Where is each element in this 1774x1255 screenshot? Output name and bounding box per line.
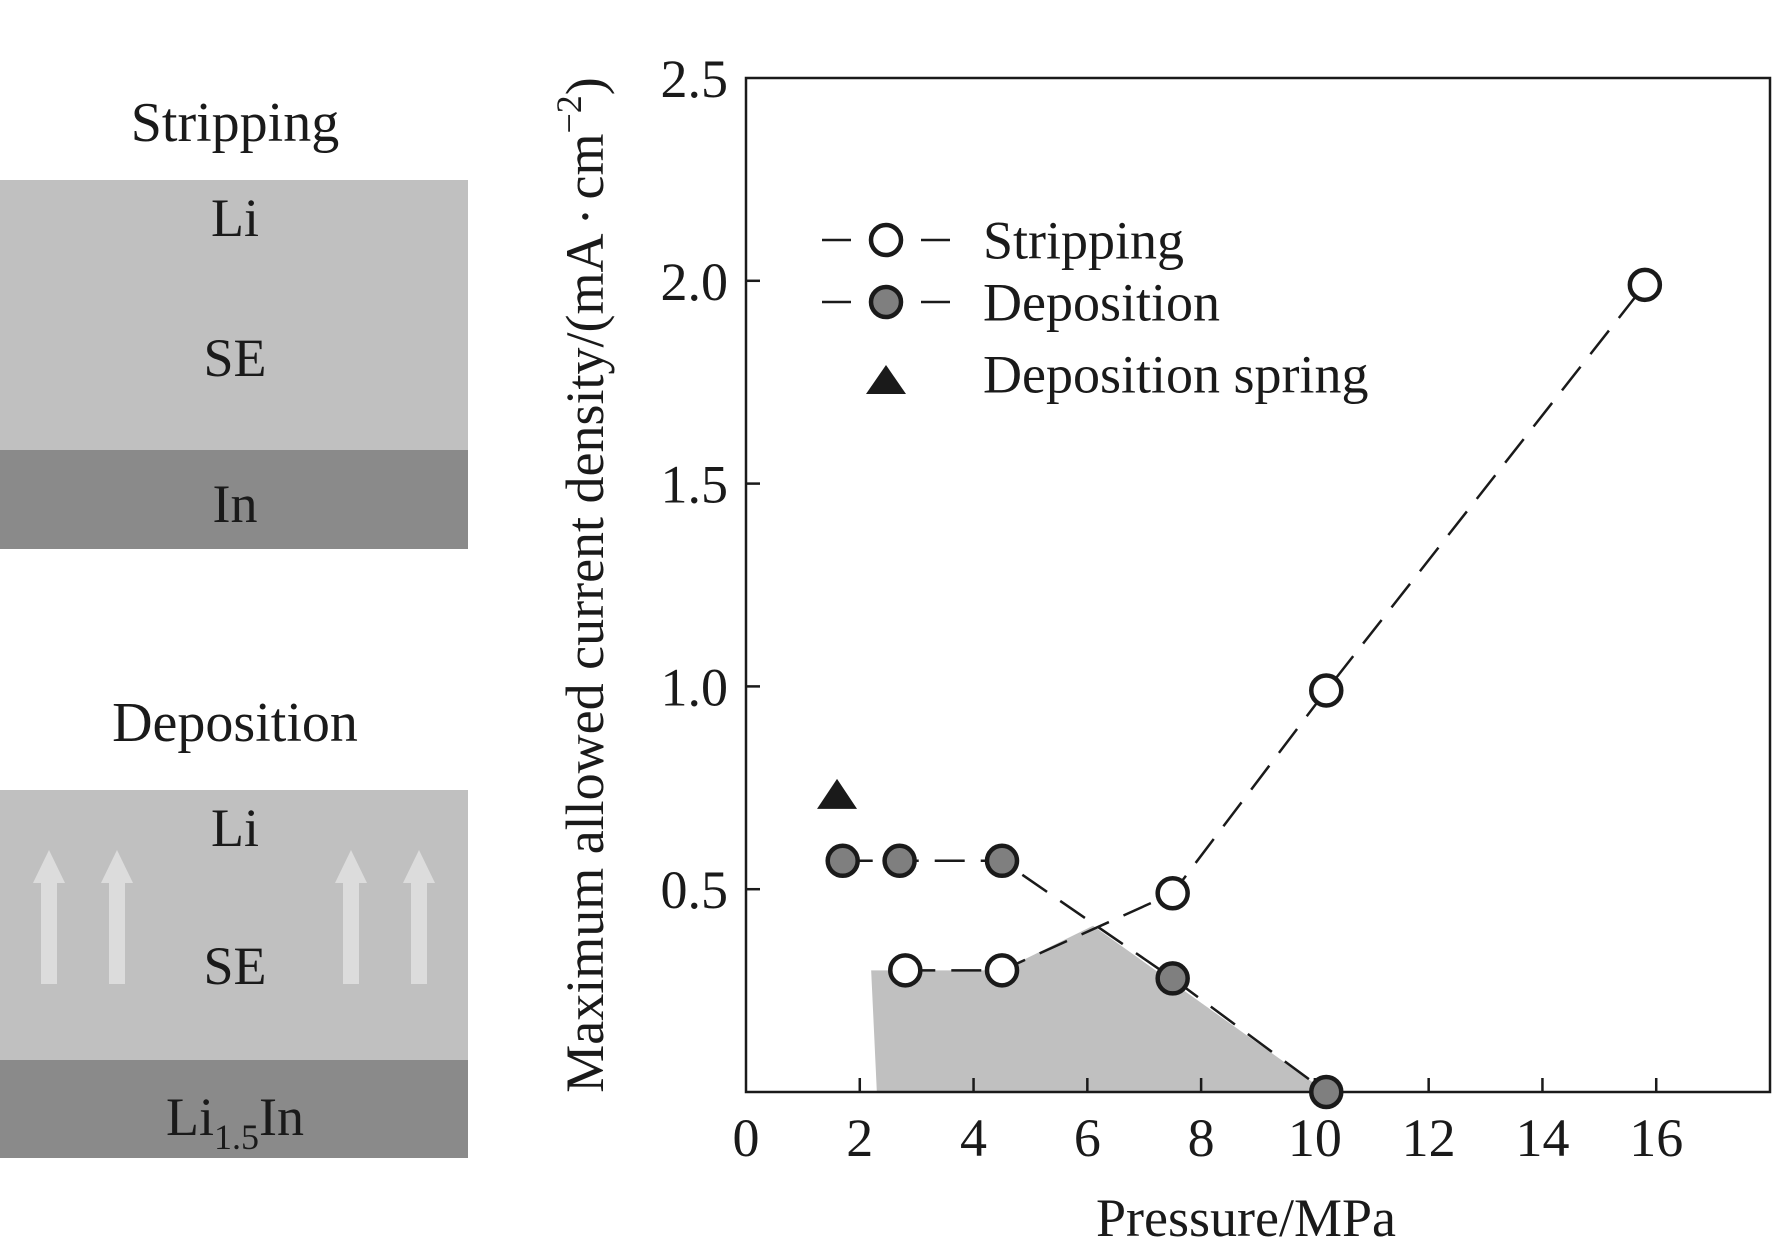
deposition-li-label: Li <box>211 798 259 858</box>
deposition-point <box>882 843 917 879</box>
y-tick-label: 2.5 <box>661 49 729 109</box>
x-tick-label: 4 <box>960 1108 987 1168</box>
legend-item-deposition-spring: Deposition spring <box>866 344 1369 404</box>
stripping-se-label: SE <box>203 328 266 388</box>
series-lines <box>842 284 1646 1094</box>
y-axis-ticks: 0.5 1.0 1.5 2.0 2.5 <box>661 49 760 920</box>
legend-label-deposition: Deposition <box>983 272 1220 332</box>
deposition-spring-point <box>817 778 858 809</box>
x-tick-label: 10 <box>1288 1108 1342 1168</box>
stripping-point <box>1155 876 1190 911</box>
y-tick-label: 1.0 <box>661 657 729 717</box>
deposition-point <box>825 843 860 879</box>
deposition-title: Deposition <box>112 692 358 754</box>
alloy-li: Li <box>166 1087 214 1147</box>
y-tick-label: 0.5 <box>661 860 729 920</box>
chart: 0 2 4 6 8 10 12 14 16 0.5 1.0 1.5 2.0 2.5 Pressure/M… <box>549 49 1772 1248</box>
x-tick-label: 0 <box>733 1108 760 1168</box>
legend-filled-circle-marker <box>868 284 904 320</box>
legend-item-stripping: Stripping <box>822 210 1184 270</box>
deposition-diagram: Deposition Li SE Li1.5In <box>0 692 468 1158</box>
y-axis-label-dot: · <box>555 207 615 225</box>
stripping-point <box>1309 673 1344 708</box>
stripping-point <box>984 953 1020 988</box>
up-arrow-4 <box>403 850 435 984</box>
alloy-subscript: 1.5 <box>214 1117 259 1157</box>
deposition-point <box>1309 1074 1344 1110</box>
stripping-diagram: Stripping Li SE In <box>0 92 468 549</box>
y-tick-label: 1.5 <box>661 455 729 515</box>
y-axis-label-close: ) <box>555 77 615 95</box>
deposition-point <box>1155 961 1190 996</box>
stripping-title: Stripping <box>131 92 339 154</box>
legend-label-deposition-spring: Deposition spring <box>983 344 1369 404</box>
up-arrow-2 <box>101 850 133 984</box>
stripping-li-label: Li <box>211 188 259 248</box>
y-axis-label: Maximum allowed current density/(mA · cm−2… <box>549 77 615 1093</box>
alloy-in: In <box>259 1087 304 1147</box>
y-axis-label-unit: cm <box>555 134 615 200</box>
deposition-upper-layer <box>0 790 468 1060</box>
x-tick-label: 14 <box>1515 1108 1569 1168</box>
series-markers <box>817 267 1663 1110</box>
deposition-point <box>984 843 1020 879</box>
deposition-alloy-layer <box>0 1060 468 1158</box>
x-tick-label: 12 <box>1402 1108 1456 1168</box>
legend: Stripping Deposition Deposition spring <box>822 210 1369 404</box>
legend-open-circle-marker <box>868 222 904 258</box>
lithium-flow-arrows <box>33 850 435 984</box>
stripping-point <box>1627 267 1663 303</box>
deposition-alloy-label: Li1.5In <box>166 1087 304 1157</box>
x-axis-ticks: 0 2 4 6 8 10 12 14 16 <box>733 1078 1683 1168</box>
plot-frame <box>744 76 1772 1094</box>
legend-label-stripping: Stripping <box>983 210 1184 270</box>
stripping-upper-layer <box>0 180 468 450</box>
stripping-point <box>888 953 923 988</box>
legend-triangle-marker <box>866 365 906 394</box>
stripping-in-layer <box>0 450 468 549</box>
up-arrow-3 <box>335 850 367 984</box>
stability-shaded-region <box>871 925 1327 1092</box>
x-tick-label: 6 <box>1074 1108 1101 1168</box>
stripping-in-label: In <box>213 474 258 534</box>
x-axis-label: Pressure/MPa <box>1096 1188 1396 1248</box>
x-tick-label: 8 <box>1188 1108 1215 1168</box>
y-axis-label-exponent: −2 <box>549 95 589 133</box>
y-axis-label-main: Maximum allowed current density/(mA <box>555 233 615 1092</box>
x-tick-label: 16 <box>1629 1108 1683 1168</box>
y-tick-label: 2.0 <box>661 252 729 312</box>
x-tick-label: 2 <box>846 1108 873 1168</box>
up-arrow-1 <box>33 850 65 984</box>
deposition-se-label: SE <box>203 936 266 996</box>
legend-item-deposition: Deposition <box>822 272 1220 332</box>
